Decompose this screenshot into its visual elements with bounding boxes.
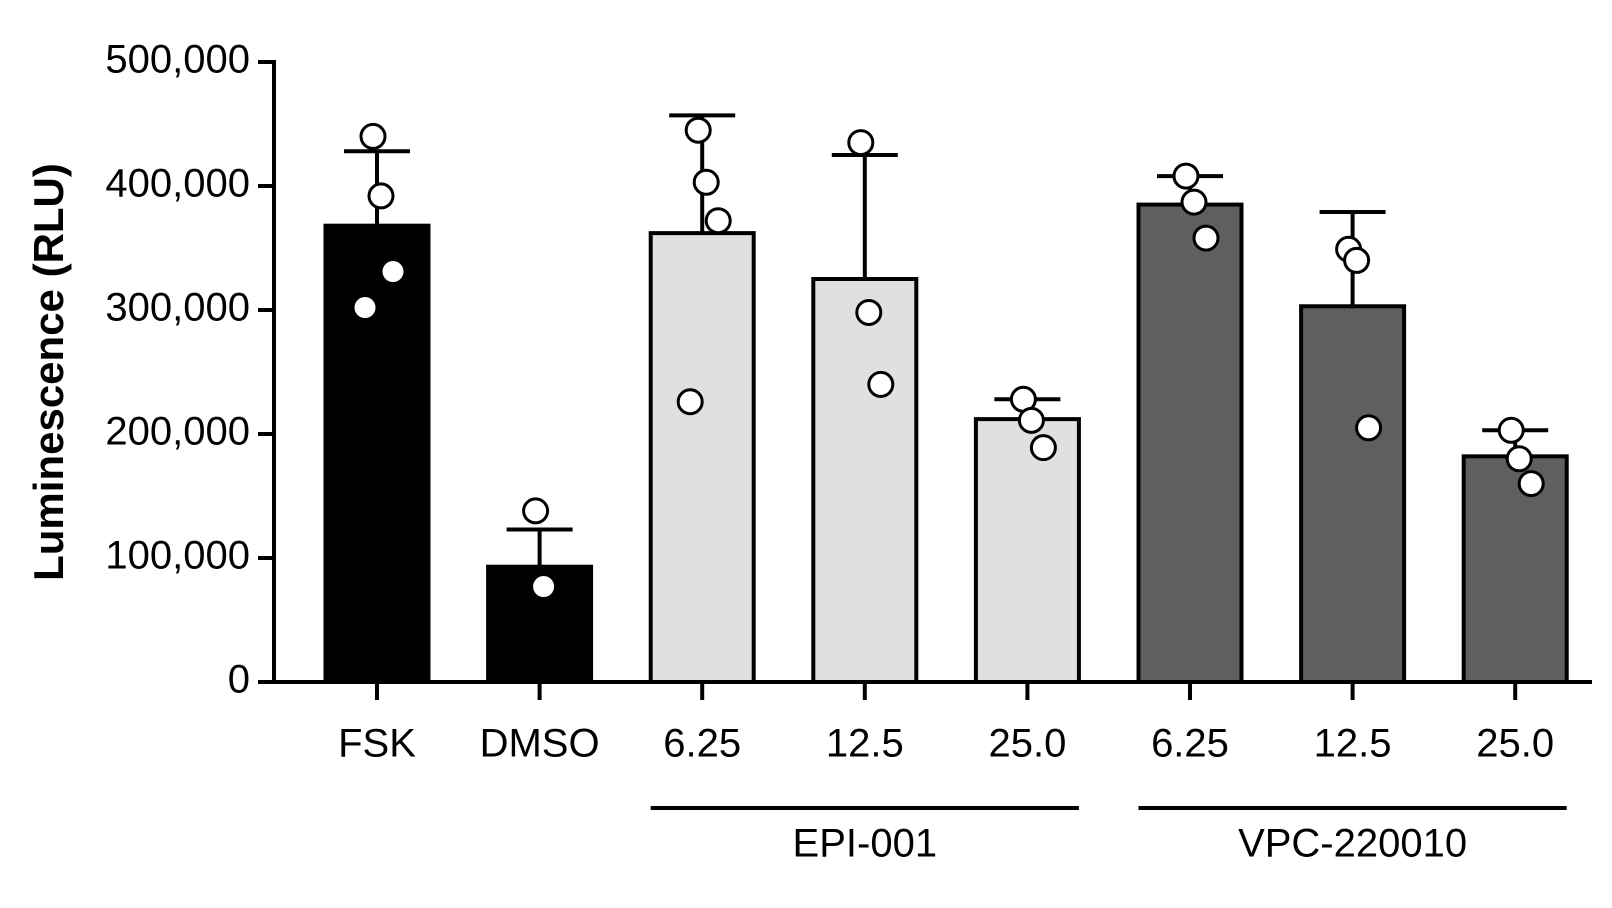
data-point [367, 182, 395, 210]
data-point [676, 388, 704, 416]
data-point [1017, 406, 1045, 434]
data-point [359, 122, 387, 150]
data-point [1192, 224, 1220, 252]
data-point [1517, 470, 1545, 498]
bar [648, 231, 756, 684]
data-point [379, 258, 407, 286]
data-point [704, 207, 732, 235]
data-point [1180, 188, 1208, 216]
data-point [867, 370, 895, 398]
data-point [522, 497, 550, 525]
x-tick-label: DMSO [480, 722, 600, 766]
data-point [1172, 162, 1200, 190]
y-tick-label: 300,000 [105, 286, 250, 330]
x-tick-label: FSK [338, 722, 416, 766]
x-tick-label: 12.5 [1314, 722, 1392, 766]
data-point [530, 573, 558, 601]
bar [811, 277, 919, 684]
y-tick-label: 0 [228, 658, 250, 702]
bar [973, 417, 1081, 684]
group-label: EPI-001 [793, 822, 938, 866]
y-tick-label: 500,000 [105, 38, 250, 82]
x-tick-label: 6.25 [663, 722, 741, 766]
x-tick-label: 25.0 [988, 722, 1066, 766]
data-point [855, 298, 883, 326]
data-point [1355, 414, 1383, 442]
x-tick-label: 12.5 [826, 722, 904, 766]
bar [323, 223, 431, 684]
data-point [847, 129, 875, 157]
y-tick-label: 200,000 [105, 410, 250, 454]
data-point [692, 168, 720, 196]
data-point [1505, 445, 1533, 473]
data-point [1343, 246, 1371, 274]
data-point [351, 294, 379, 322]
bar [1461, 454, 1569, 684]
x-tick-label: 25.0 [1476, 722, 1554, 766]
y-tick-label: 100,000 [105, 534, 250, 578]
data-point [1029, 434, 1057, 462]
group-label: VPC-220010 [1238, 822, 1467, 866]
y-axis-title: Luminescence (RLU) [25, 163, 72, 581]
bar [1299, 304, 1407, 684]
data-point [684, 116, 712, 144]
data-point [1497, 416, 1525, 444]
y-tick-label: 400,000 [105, 162, 250, 206]
x-tick-label: 6.25 [1151, 722, 1229, 766]
bar [1136, 202, 1244, 684]
